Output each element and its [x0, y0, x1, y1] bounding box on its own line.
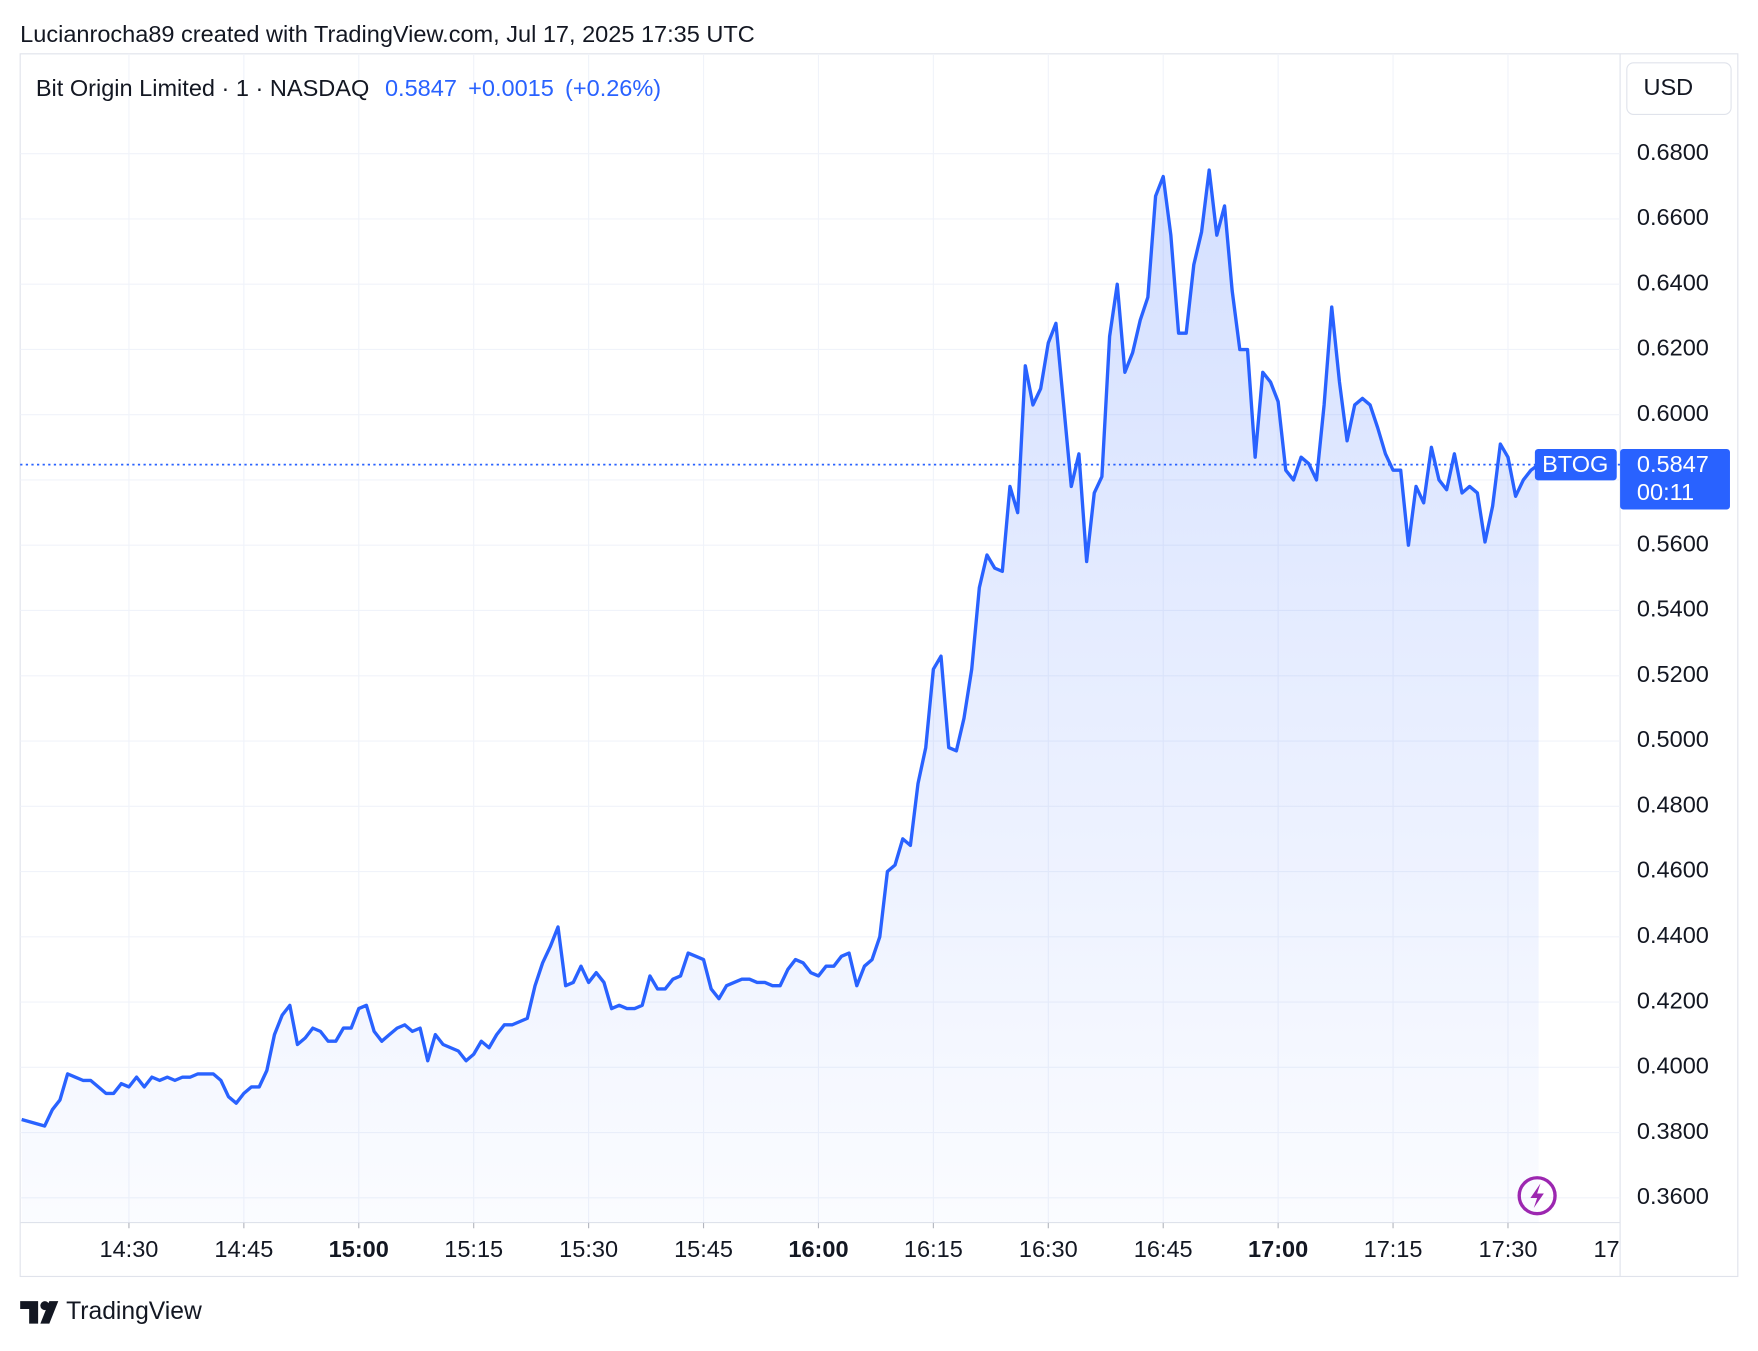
x-tick-label: 17:00 [1248, 1236, 1308, 1262]
header-change-pct: (+0.26%) [565, 75, 661, 101]
y-tick-label: 0.3800 [1637, 1118, 1709, 1144]
series [21, 168, 1540, 1223]
price-line [21, 168, 1540, 1128]
x-tick-label: 15:30 [559, 1236, 618, 1262]
y-tick-label: 0.5000 [1637, 726, 1709, 752]
x-tick-label: 17:15 [1364, 1236, 1423, 1262]
time-axis: 14:30 14:45 15:00 15:15 15:30 15:45 16:00 16:15… [99, 1222, 1652, 1262]
y-tick-label: 0.4800 [1637, 791, 1709, 817]
x-tick-label: 15:45 [674, 1236, 733, 1262]
x-tick-label: 14:45 [214, 1236, 273, 1262]
header-last-price: 0.5847 [385, 75, 457, 101]
x-tick-label: 16:00 [788, 1236, 848, 1262]
y-tick-label: 0.4400 [1637, 922, 1709, 948]
price-badge-label: 0.5847 [1637, 451, 1709, 477]
x-tick-label: 14:30 [99, 1236, 158, 1262]
y-tick-label: 0.4600 [1637, 857, 1709, 883]
brand: TradingView [66, 1298, 202, 1325]
y-tick-label: 0.4000 [1637, 1053, 1709, 1079]
y-tick-label: 0.6000 [1637, 400, 1709, 426]
countdown: 00:11 [1637, 479, 1694, 505]
x-tick-label: 17:45 [1593, 1236, 1652, 1262]
symbol-badge [1534, 448, 1617, 481]
price-axis: 0.3600 0.3800 0.4000 0.4200 0.4400 0.4600 0.48… [1637, 139, 1709, 1209]
x-tick-label: 16:15 [904, 1236, 963, 1262]
x-tick-label: 16:30 [1019, 1236, 1078, 1262]
area [21, 170, 1539, 1223]
attribution: Lucianrocha89 created with TradingView.c… [20, 21, 755, 47]
brand-logo [20, 1301, 59, 1324]
x-tick-label: 15:00 [329, 1236, 389, 1262]
y-tick-label: 0.3600 [1637, 1183, 1709, 1209]
y-tick-label: 0.5400 [1637, 596, 1709, 622]
x-tick-label: 17:30 [1479, 1236, 1538, 1262]
y-tick-label: 0.6600 [1637, 204, 1709, 230]
y-tick-label: 0.5600 [1637, 530, 1709, 556]
y-tick-label: 0.6400 [1637, 269, 1709, 295]
snapshot-icon [1517, 1176, 1557, 1216]
symbol-label: BTOG [1542, 451, 1608, 477]
symbol-title: Bit Origin Limited · 1 · NASDAQ [36, 75, 369, 101]
currency[interactable]: USD [1643, 74, 1693, 100]
currency-button[interactable] [1626, 62, 1732, 115]
y-tick-label: 0.6800 [1637, 139, 1709, 165]
price-badge [1620, 448, 1730, 510]
y-tick-label: 0.6200 [1637, 335, 1709, 361]
x-tick-label: 16:45 [1134, 1236, 1193, 1262]
header-change: +0.0015 [468, 75, 554, 101]
x-tick-label: 15:15 [444, 1236, 503, 1262]
y-tick-label: 0.5200 [1637, 661, 1709, 687]
y-tick-label: 0.4200 [1637, 987, 1709, 1013]
